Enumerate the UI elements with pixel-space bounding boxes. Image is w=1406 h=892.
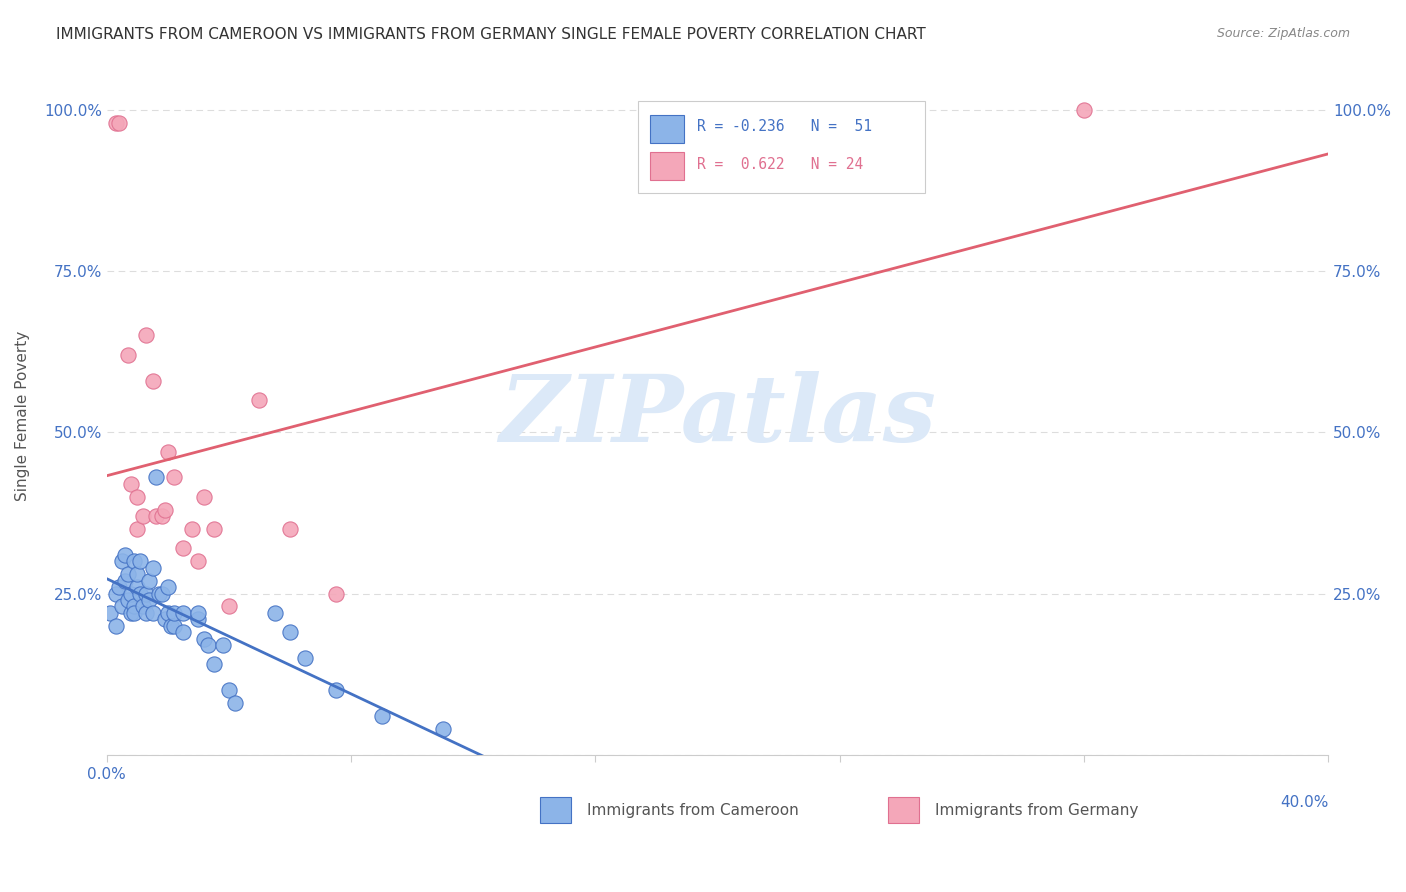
Point — [153, 502, 176, 516]
Point — [135, 328, 157, 343]
Bar — [650, 115, 685, 143]
Text: ZIPatlas: ZIPatlas — [499, 371, 936, 461]
Point — [218, 599, 240, 614]
Point — [224, 696, 246, 710]
Y-axis label: Single Female Poverty: Single Female Poverty — [15, 331, 30, 501]
Point — [127, 522, 149, 536]
Point — [294, 651, 316, 665]
Point — [120, 606, 142, 620]
Point — [142, 606, 165, 620]
Point — [148, 586, 170, 600]
Text: R = -0.236   N =  51: R = -0.236 N = 51 — [697, 120, 872, 135]
Point — [202, 657, 225, 672]
Point — [138, 574, 160, 588]
Point — [156, 606, 179, 620]
Text: 40.0%: 40.0% — [1279, 796, 1329, 811]
Point — [325, 586, 347, 600]
Point — [114, 574, 136, 588]
Text: R =  0.622   N = 24: R = 0.622 N = 24 — [697, 157, 863, 171]
Point — [218, 683, 240, 698]
Point — [249, 392, 271, 407]
Point — [104, 586, 127, 600]
Point — [108, 115, 131, 129]
FancyBboxPatch shape — [638, 101, 925, 193]
Point — [120, 586, 142, 600]
Point — [117, 348, 139, 362]
Point — [122, 599, 145, 614]
Point — [278, 522, 301, 536]
Point — [187, 554, 209, 568]
Point — [187, 612, 209, 626]
Point — [432, 722, 454, 736]
Point — [150, 586, 173, 600]
Point — [122, 606, 145, 620]
Point — [160, 619, 183, 633]
Point — [132, 599, 155, 614]
Point — [163, 470, 186, 484]
Point — [111, 554, 134, 568]
Point — [153, 612, 176, 626]
Point — [98, 606, 121, 620]
Text: Immigrants from Germany: Immigrants from Germany — [935, 803, 1139, 818]
Point — [193, 632, 215, 646]
Point — [181, 522, 204, 536]
Point — [156, 580, 179, 594]
Text: Source: ZipAtlas.com: Source: ZipAtlas.com — [1216, 27, 1350, 40]
Point — [172, 606, 194, 620]
Point — [138, 593, 160, 607]
Point — [135, 606, 157, 620]
Point — [150, 509, 173, 524]
Point — [197, 638, 219, 652]
Point — [145, 470, 167, 484]
Point — [129, 554, 152, 568]
Bar — [650, 152, 685, 180]
Point — [163, 606, 186, 620]
Point — [122, 554, 145, 568]
Point — [370, 709, 392, 723]
Point — [202, 522, 225, 536]
Point — [193, 490, 215, 504]
Point — [114, 548, 136, 562]
Point — [325, 683, 347, 698]
Point — [1073, 103, 1095, 117]
Point — [142, 560, 165, 574]
Point — [172, 541, 194, 556]
Point — [145, 509, 167, 524]
Point — [120, 476, 142, 491]
Bar — [889, 797, 920, 822]
Point — [156, 444, 179, 458]
Point — [211, 638, 233, 652]
Point — [127, 490, 149, 504]
Point — [111, 599, 134, 614]
Bar — [540, 797, 571, 822]
Point — [172, 625, 194, 640]
Point — [263, 606, 285, 620]
Point — [142, 374, 165, 388]
Text: Immigrants from Cameroon: Immigrants from Cameroon — [586, 803, 799, 818]
Point — [127, 567, 149, 582]
Point — [129, 586, 152, 600]
Point — [117, 593, 139, 607]
Point — [127, 580, 149, 594]
Text: IMMIGRANTS FROM CAMEROON VS IMMIGRANTS FROM GERMANY SINGLE FEMALE POVERTY CORREL: IMMIGRANTS FROM CAMEROON VS IMMIGRANTS F… — [56, 27, 927, 42]
Point — [135, 586, 157, 600]
Point — [117, 567, 139, 582]
Point — [108, 580, 131, 594]
Point — [104, 619, 127, 633]
Point — [187, 606, 209, 620]
Point — [104, 115, 127, 129]
Point — [132, 509, 155, 524]
Point — [163, 619, 186, 633]
Point — [278, 625, 301, 640]
